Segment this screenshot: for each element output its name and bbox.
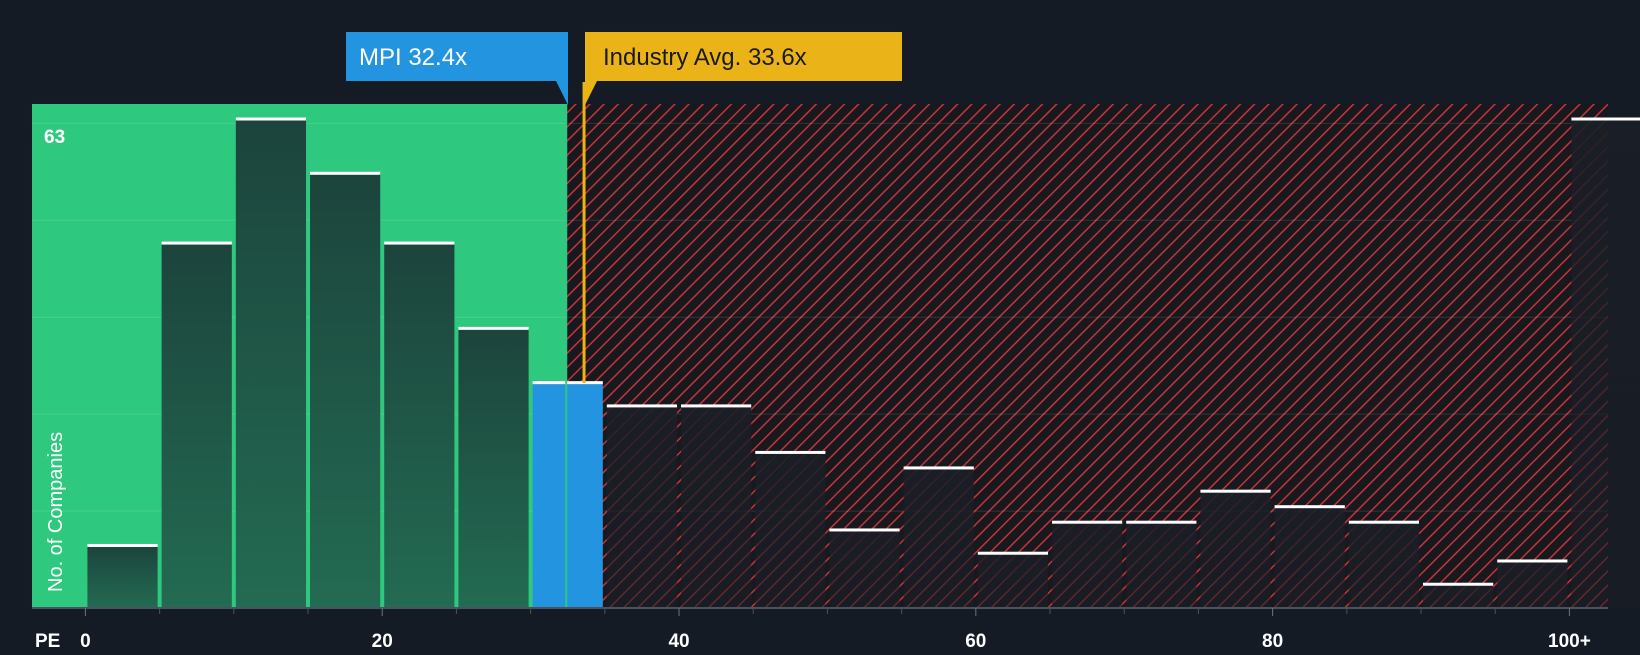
bar-group bbox=[977, 551, 1049, 608]
y-max-label: 63 bbox=[44, 127, 65, 148]
bar-group bbox=[87, 543, 158, 608]
bar-cap bbox=[755, 450, 826, 454]
bar bbox=[384, 243, 455, 609]
bar-group bbox=[755, 450, 826, 608]
bar-cap bbox=[606, 404, 678, 408]
bar bbox=[1348, 522, 1420, 608]
bar bbox=[606, 406, 678, 608]
bar-group bbox=[1571, 117, 1640, 608]
bar-cap bbox=[681, 404, 752, 408]
bar-cap bbox=[235, 117, 307, 121]
bar bbox=[1200, 491, 1271, 608]
bar-group bbox=[310, 171, 381, 609]
bar-cap bbox=[1126, 520, 1197, 524]
bar-cap bbox=[310, 171, 381, 175]
x-tick-label: 0 bbox=[80, 631, 91, 650]
bar-cap bbox=[977, 551, 1049, 555]
bar bbox=[1274, 507, 1345, 608]
x-tick-label: 100+ bbox=[1548, 631, 1591, 650]
bar-cap bbox=[532, 381, 603, 385]
company-pe-callout: MPI 32.4x bbox=[346, 32, 568, 105]
industry-avg-label: Industry Avg. 33.6x bbox=[603, 44, 807, 71]
bar-cap bbox=[1423, 582, 1494, 586]
bar-group bbox=[1274, 505, 1345, 608]
bar-group bbox=[681, 404, 752, 608]
bar bbox=[977, 553, 1049, 608]
bar-group bbox=[1423, 582, 1494, 608]
bar-group bbox=[532, 381, 603, 608]
bar-cap bbox=[903, 466, 974, 470]
bar-cap bbox=[829, 528, 900, 532]
bar-group bbox=[161, 241, 232, 609]
bar bbox=[829, 530, 900, 608]
bar-cap bbox=[1200, 489, 1271, 493]
industry-avg-box bbox=[585, 32, 902, 81]
bars bbox=[87, 117, 1640, 609]
bar bbox=[458, 328, 529, 608]
bar-group bbox=[829, 528, 900, 608]
bar bbox=[1126, 522, 1197, 608]
bar-group bbox=[1052, 520, 1123, 608]
x-axis-title: PE bbox=[35, 631, 60, 650]
bar-cap bbox=[1571, 117, 1640, 121]
bar bbox=[235, 119, 307, 608]
bar bbox=[755, 452, 826, 608]
bar bbox=[903, 468, 974, 608]
bar-group bbox=[1497, 559, 1568, 608]
bar-cap bbox=[384, 241, 455, 245]
y-axis-title: No. of Companies bbox=[45, 432, 67, 592]
bar-group bbox=[606, 404, 678, 608]
x-tick-label: 80 bbox=[1262, 631, 1283, 650]
bar-group bbox=[235, 117, 307, 608]
industry-avg-callout: Industry Avg. 33.6x bbox=[585, 32, 902, 105]
x-tick-label: 40 bbox=[668, 631, 689, 650]
x-tick-label: 60 bbox=[965, 631, 986, 650]
bar-cap bbox=[1052, 520, 1123, 524]
x-axis-ticks: 0 20 40 60 80 100+ bbox=[80, 608, 1591, 652]
bar-cap bbox=[458, 326, 529, 330]
company-pe-label: MPI 32.4x bbox=[359, 44, 467, 71]
bar bbox=[1571, 119, 1640, 608]
bar-cap bbox=[1348, 520, 1420, 524]
company-pe-box bbox=[346, 32, 568, 81]
bar-cap bbox=[87, 543, 158, 547]
bar bbox=[1423, 584, 1494, 608]
bar-cap bbox=[1497, 559, 1568, 563]
bar-cap bbox=[1274, 505, 1345, 509]
x-tick-label: 20 bbox=[372, 631, 393, 650]
bar-cap bbox=[161, 241, 232, 245]
bar-group bbox=[903, 466, 974, 608]
bar bbox=[532, 383, 603, 608]
bar-group bbox=[1348, 520, 1420, 608]
bar bbox=[87, 545, 158, 608]
bar bbox=[1052, 522, 1123, 608]
bar bbox=[1497, 561, 1568, 608]
bar-group bbox=[384, 241, 455, 609]
bar-group bbox=[1200, 489, 1271, 608]
industry-avg-pointer bbox=[585, 81, 597, 105]
bar bbox=[681, 406, 752, 608]
bar bbox=[310, 173, 381, 609]
bar-group bbox=[458, 326, 529, 608]
company-pe-pointer bbox=[556, 81, 568, 105]
bar-group bbox=[1126, 520, 1197, 608]
bar bbox=[161, 243, 232, 609]
